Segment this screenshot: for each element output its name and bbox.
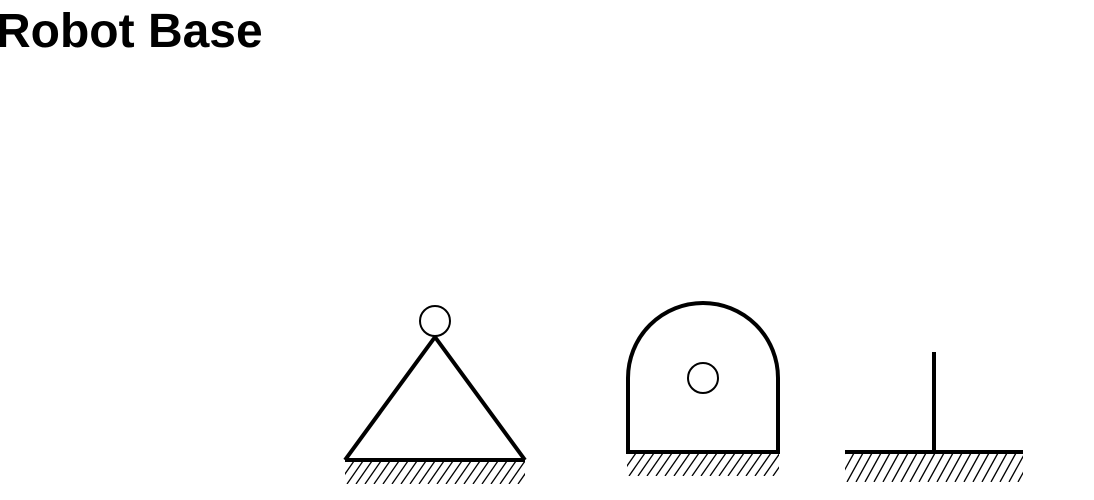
hatch-stroke [772, 466, 779, 476]
hatch-stroke [963, 452, 981, 482]
hatch-stroke [718, 452, 736, 476]
hatch-stroke [527, 461, 543, 484]
hatch-stroke [700, 452, 718, 476]
fixed-post-base-symbol [845, 352, 1043, 482]
hatch-stroke [909, 452, 927, 482]
hatch-stroke [999, 452, 1017, 482]
hatch-stroke [763, 453, 779, 476]
hatch-stroke [691, 452, 709, 476]
pivot-joint-circle [419, 305, 451, 337]
hatch-stroke [364, 460, 382, 484]
hatch-stroke [427, 460, 445, 484]
hatch-stroke [845, 453, 846, 455]
hatch-stroke [391, 460, 409, 484]
hatch-stroke [627, 452, 637, 468]
hatch-stroke [709, 452, 727, 476]
hatch-stroke [990, 452, 1008, 482]
hatch-stroke [846, 452, 864, 482]
hatch-stroke [882, 452, 900, 482]
hatch-stroke [409, 460, 427, 484]
hatch-stroke [918, 452, 936, 482]
hatch-stroke [490, 460, 508, 484]
hatch-stroke [1017, 471, 1023, 482]
hatch-stroke [736, 452, 754, 476]
hatch-stroke [454, 460, 472, 484]
ground-hatch [845, 452, 1043, 482]
hatch-stroke [981, 452, 999, 482]
triangle-legs [343, 335, 527, 462]
hatch-stroke [355, 460, 373, 484]
hatch-stroke [972, 452, 990, 482]
ground-hatch [627, 452, 798, 476]
page-title: Robot Base [0, 5, 263, 58]
hatch-stroke [891, 452, 909, 482]
hatch-stroke [682, 452, 700, 476]
hatch-stroke [517, 472, 525, 484]
hatch-stroke [782, 453, 798, 476]
hatch-stroke [954, 452, 972, 482]
hatch-stroke [936, 452, 954, 482]
hatch-stroke [481, 460, 499, 484]
hatch-stroke [436, 460, 454, 484]
hatch-stroke [927, 452, 945, 482]
hatch-stroke [745, 452, 763, 476]
hatch-stroke [463, 460, 481, 484]
hatch-stroke [655, 452, 673, 476]
triangular-pivot-base-symbol [343, 305, 543, 484]
hatch-stroke [646, 452, 664, 476]
hatch-stroke [637, 452, 655, 476]
hatch-stroke [873, 452, 891, 482]
hatch-stroke [664, 452, 682, 476]
rounded-revolute-base-symbol [626, 301, 798, 476]
hatch-stroke [864, 452, 882, 482]
rounded-housing-outline [626, 301, 780, 452]
hatch-stroke [855, 452, 873, 482]
hatch-stroke [418, 460, 436, 484]
hatch-stroke [754, 452, 772, 476]
hatch-stroke [727, 452, 745, 476]
hatch-stroke [346, 460, 364, 484]
hatch-stroke [900, 452, 918, 482]
hatch-stroke [472, 460, 490, 484]
hatch-stroke [1008, 455, 1023, 482]
hatch-stroke [445, 460, 463, 484]
hatch-stroke [345, 461, 346, 463]
revolute-joint-circle [687, 362, 719, 394]
hatch-stroke [499, 460, 517, 484]
hatch-stroke [628, 452, 646, 476]
hatch-stroke [373, 460, 391, 484]
hatch-stroke [673, 452, 691, 476]
hatch-stroke [945, 452, 963, 482]
hatch-stroke [627, 453, 628, 455]
hatch-stroke [508, 460, 525, 484]
hatch-stroke [382, 460, 400, 484]
hatch-stroke [400, 460, 418, 484]
hatch-stroke [1027, 453, 1043, 482]
hatch-stroke [845, 452, 855, 471]
hatch-stroke [345, 460, 355, 476]
ground-hatch [345, 460, 543, 484]
